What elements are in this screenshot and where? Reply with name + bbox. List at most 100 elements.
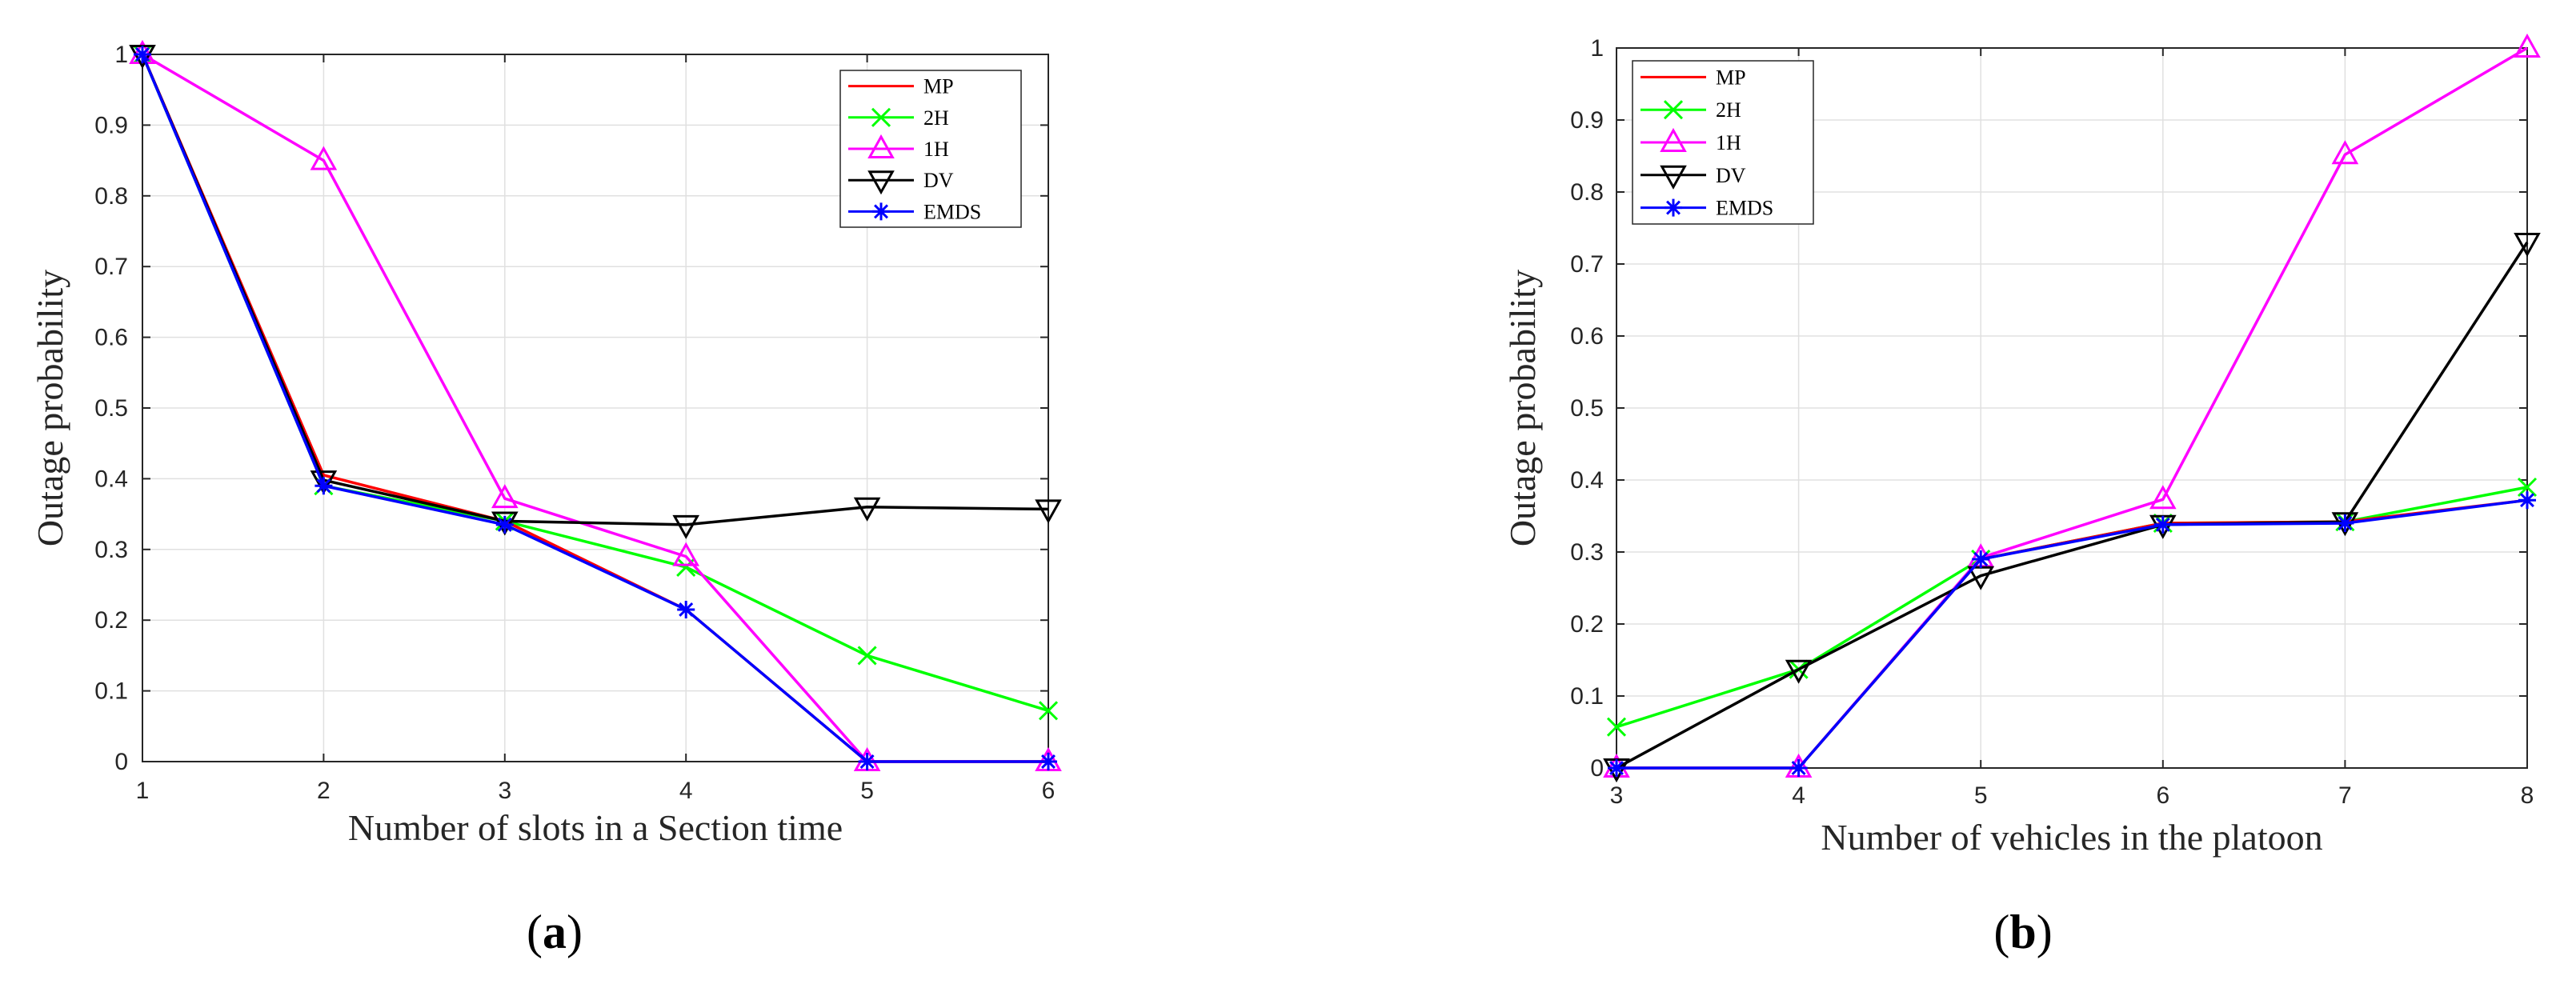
legend-label: EMDS bbox=[1716, 197, 1773, 220]
data-point-emds bbox=[134, 46, 151, 63]
y-tick-label: 0 bbox=[114, 749, 128, 775]
caption-b: (b) bbox=[1993, 906, 2052, 958]
series-line-dv bbox=[141, 54, 1049, 526]
legend-label: 2H bbox=[1716, 98, 1741, 122]
x-axis-label: Number of slots in a Section time bbox=[348, 807, 843, 848]
legend-label: 2H bbox=[923, 106, 949, 130]
y-tick-label: 0.9 bbox=[1570, 107, 1604, 134]
y-tick-label: 0.8 bbox=[94, 183, 128, 210]
data-point-emds bbox=[2336, 514, 2354, 532]
data-point-emds bbox=[2518, 491, 2536, 510]
x-tick-label: 5 bbox=[1974, 782, 1988, 809]
y-tick-label: 0.6 bbox=[1570, 323, 1604, 350]
series-emds bbox=[1608, 491, 2536, 777]
data-point-emds bbox=[1608, 759, 1625, 777]
legend-marker bbox=[1663, 100, 1684, 120]
x-tick-label: 5 bbox=[860, 778, 874, 804]
series-emds bbox=[134, 46, 1057, 770]
legend-item-dv: DV bbox=[1641, 164, 1746, 190]
x-tick-label: 8 bbox=[2521, 782, 2534, 809]
y-tick-label: 0 bbox=[1590, 755, 1604, 782]
y-tick-label: 1 bbox=[114, 42, 128, 68]
x-tick-label: 6 bbox=[1042, 778, 1056, 804]
legend-item-emds: EMDS bbox=[848, 200, 981, 223]
data-point-emds bbox=[1789, 759, 1808, 777]
legend-marker bbox=[1660, 165, 1687, 190]
y-tick-label: 0.4 bbox=[1570, 467, 1604, 494]
legend-label: 1H bbox=[1716, 131, 1741, 154]
data-point-2h bbox=[857, 646, 877, 666]
y-tick-label: 0.7 bbox=[94, 254, 128, 280]
chart-panel-b: 3 4 5 6 7 8 0 0.1 0.2 0.3 0.4 0.5 0.6 0.7 0.8 0.9 1 Numbe… bbox=[1502, 33, 2541, 958]
legend-marker bbox=[867, 134, 895, 158]
legend-label: DV bbox=[923, 169, 954, 192]
series-line-dv bbox=[1616, 242, 2529, 770]
data-point-emds bbox=[1972, 550, 1990, 568]
legend-item-2h: 2H bbox=[848, 106, 949, 130]
data-point-1h bbox=[310, 146, 338, 170]
data-point-1h bbox=[491, 484, 519, 509]
y-tick-label: 1 bbox=[1590, 35, 1604, 62]
data-point-2h bbox=[1038, 701, 1059, 721]
data-point-dv bbox=[1785, 659, 1813, 684]
data-point-2h bbox=[1606, 717, 1627, 737]
data-point-emds bbox=[2153, 515, 2172, 534]
chart-panel-a: 1 2 3 4 5 6 0 0.1 0.2 0.3 0.4 0.5 0.6 0.7 0.8 0.9 1 Numbe… bbox=[30, 39, 1062, 958]
data-point-1h bbox=[2331, 140, 2359, 165]
data-point-1h bbox=[672, 542, 700, 566]
data-point-emds bbox=[858, 753, 876, 770]
y-tick-label: 0.2 bbox=[94, 607, 128, 634]
y-tick-label: 0.3 bbox=[1570, 539, 1604, 566]
legend-label: 1H bbox=[923, 138, 949, 161]
data-point-dv bbox=[853, 497, 881, 522]
series-line-emds bbox=[1617, 498, 2528, 770]
legend-item-emds: EMDS bbox=[1641, 197, 1773, 220]
data-point-emds bbox=[495, 515, 514, 534]
data-point-2h bbox=[2517, 477, 2538, 498]
legend-item-dv: DV bbox=[848, 169, 954, 195]
y-tick-label: 0.8 bbox=[1570, 179, 1604, 206]
series-line-emds bbox=[141, 54, 1048, 763]
data-point-1h bbox=[2149, 485, 2177, 510]
legend-marker bbox=[1665, 198, 1682, 217]
y-tick-label: 0.5 bbox=[1570, 395, 1604, 422]
data-point-emds bbox=[677, 600, 695, 618]
data-point-dv bbox=[2514, 233, 2541, 258]
y-tick-label: 0.4 bbox=[94, 466, 128, 492]
data-point-emds bbox=[1040, 753, 1057, 770]
legend: MP 2H 1H DV EMDS bbox=[839, 70, 1022, 228]
y-tick-label: 0.2 bbox=[1570, 611, 1604, 638]
x-tick-label: 3 bbox=[498, 778, 511, 804]
x-tick-label: 1 bbox=[136, 778, 150, 804]
data-point-dv bbox=[1035, 499, 1062, 524]
legend-marker bbox=[867, 170, 895, 195]
x-tick-label: 7 bbox=[2338, 782, 2352, 809]
legend-marker bbox=[1660, 127, 1687, 152]
legend-label: EMDS bbox=[923, 200, 981, 223]
x-tick-label: 6 bbox=[2156, 782, 2169, 809]
legend-item-mp: MP bbox=[848, 75, 954, 98]
x-tick-label: 4 bbox=[679, 778, 693, 804]
x-axis-label: Number of vehicles in the platoon bbox=[1821, 817, 2322, 858]
y-axis-label: Outage probability bbox=[30, 270, 70, 546]
legend-item-2h: 2H bbox=[1641, 98, 1741, 122]
data-point-dv bbox=[310, 470, 338, 495]
y-tick-label: 0.1 bbox=[94, 678, 128, 705]
legend-item-1h: 1H bbox=[1641, 127, 1741, 154]
legend-item-mp: MP bbox=[1641, 66, 1746, 89]
y-axis-label: Outage probability bbox=[1502, 270, 1543, 546]
legend-marker bbox=[871, 107, 891, 127]
caption-a: (a) bbox=[527, 906, 583, 958]
data-point-dv bbox=[672, 514, 700, 539]
data-point-1h bbox=[2514, 33, 2541, 58]
series-dv bbox=[1603, 233, 2541, 783]
y-tick-label: 0.9 bbox=[94, 112, 128, 138]
x-tick-label: 4 bbox=[1792, 782, 1805, 809]
legend-label: DV bbox=[1716, 164, 1746, 187]
data-point-emds bbox=[314, 477, 333, 495]
y-tick-label: 0.6 bbox=[94, 325, 128, 351]
y-tick-label: 0.1 bbox=[1570, 683, 1604, 710]
legend-item-1h: 1H bbox=[848, 134, 949, 161]
y-tick-label: 0.3 bbox=[94, 537, 128, 563]
